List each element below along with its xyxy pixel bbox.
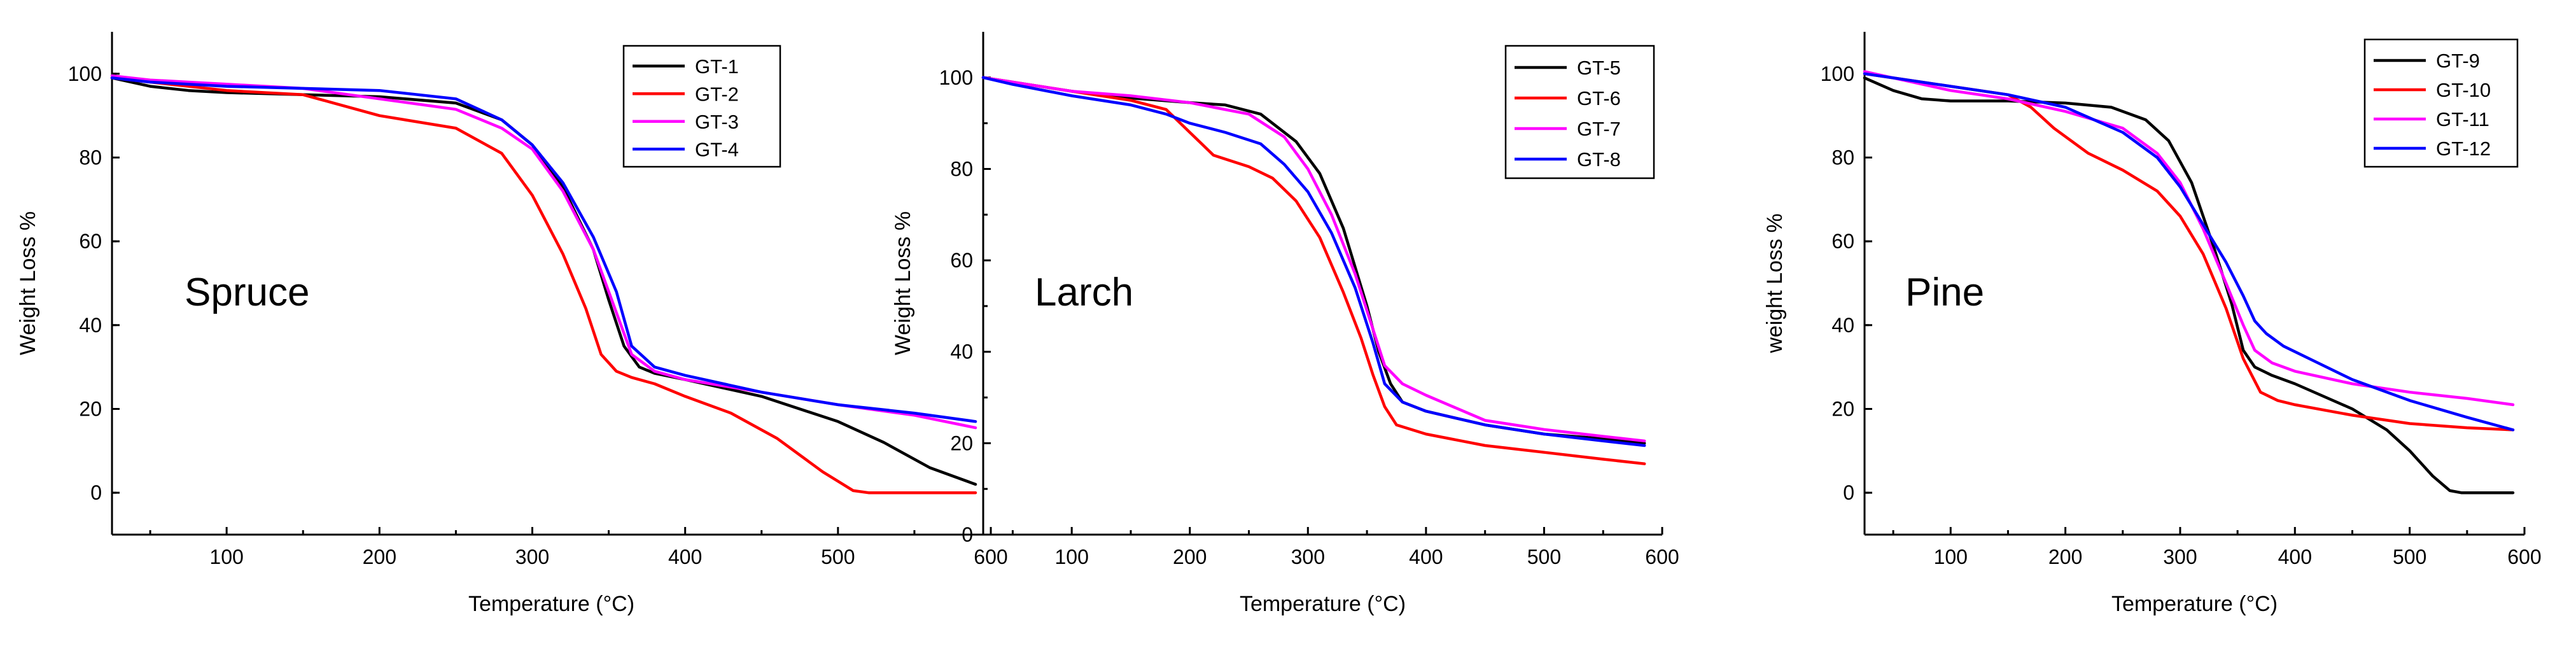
y-tick-label-spruce: 80 [79,146,102,169]
x-tick-label-pine: 600 [2507,545,2541,568]
y-tick-label-spruce: 40 [79,314,102,337]
chart-larch: 100 200 300 400 500 600020406080100Temperatur… [891,32,1679,616]
legend-label-gt-1: GT-1 [695,55,739,78]
panel-label-larch: Larch [1035,270,1133,314]
y-tick-label-larch: 80 [950,157,973,180]
x-tick-label-larch: 500 [1527,545,1561,568]
y-axis-title-spruce: Weight Loss % [16,211,40,355]
x-tick-label-larch: 300 [1291,545,1325,568]
x-tick-label-spruce: 300 [515,545,549,568]
series-line-gt-6 [981,76,1646,465]
y-tick-label-spruce: 0 [90,481,102,504]
y-tick-label-larch: 60 [950,249,973,272]
series-line-gt-4 [110,76,977,423]
x-tick-label-pine: 100 [1934,545,1968,568]
x-tick-label-larch: 400 [1409,545,1443,568]
legend-label-gt-11: GT-11 [2436,108,2489,130]
legend-label-gt-6: GT-6 [1577,87,1621,109]
y-tick-label-larch: 20 [950,432,973,454]
series-line-gt-9 [1863,76,2515,495]
panel-label-pine: Pine [1905,270,1984,314]
x-axis-title-larch: Temperature (°C) [1240,592,1406,616]
y-tick-label-spruce: 100 [68,62,102,85]
series-line-gt-12 [1863,72,2515,432]
legend-pine: GT-9 GT-10 GT-11 GT-12 [2363,38,2519,168]
series-line-gt-8 [981,76,1646,447]
y-tick-label-pine: 80 [1831,146,1854,169]
y-tick-label-larch: 0 [962,523,973,546]
y-tick-label-pine: 40 [1831,314,1854,337]
y-axis-title-pine: weight Loss % [1763,213,1787,353]
y-tick-label-pine: 100 [1821,62,1854,85]
series-line-gt-3 [110,74,977,430]
x-tick-label-spruce: 200 [363,545,396,568]
x-tick-label-pine: 300 [2163,545,2197,568]
x-tick-label-spruce: 400 [668,545,702,568]
panel-label-spruce: Spruce [185,270,309,314]
legend-spruce: GT-1 GT-2 GT-3 GT-4 [622,45,781,168]
x-axis-title-spruce: Temperature (°C) [468,592,634,616]
series-line-gt-7 [981,76,1646,443]
legend-label-gt-12: GT-12 [2436,137,2491,160]
legend-larch: GT-5 GT-6 GT-7 GT-8 [1504,45,1655,179]
y-tick-label-larch: 100 [939,66,973,89]
x-axis-title-pine: Temperature (°C) [2111,592,2278,616]
x-tick-label-spruce: 100 [209,545,243,568]
series-line-gt-2 [110,76,977,495]
legend-label-gt-8: GT-8 [1577,148,1621,171]
x-tick-label-spruce: 500 [821,545,855,568]
legend-label-gt-9: GT-9 [2436,50,2480,72]
x-tick-label-pine: 400 [2278,545,2312,568]
legend-label-gt-10: GT-10 [2436,79,2491,101]
x-tick-label-larch: 600 [1645,545,1679,568]
y-tick-label-spruce: 60 [79,230,102,253]
y-tick-label-pine: 60 [1831,230,1854,253]
x-tick-label-spruce: 600 [974,545,1007,568]
legend-label-gt-4: GT-4 [695,138,739,160]
y-tick-label-larch: 40 [950,341,973,363]
legend-label-gt-3: GT-3 [695,111,739,133]
legend-label-gt-5: GT-5 [1577,57,1621,79]
y-tick-label-pine: 0 [1843,481,1854,504]
x-tick-label-larch: 200 [1173,545,1207,568]
y-tick-label-spruce: 20 [79,398,102,421]
chart-spruce: 100 200 300 400 500 600020406080100Temperatur… [16,32,1008,616]
legend-label-gt-7: GT-7 [1577,118,1621,140]
x-tick-label-pine: 200 [2048,545,2082,568]
x-tick-label-pine: 500 [2393,545,2426,568]
legend-label-gt-2: GT-2 [695,83,739,105]
series-line-gt-11 [1863,70,2515,407]
y-axis-title-larch: Weight Loss % [891,211,915,355]
chart-pine: 100 200 300 400 500 600 0 20 40 60 80 100 Temperatur… [1763,32,2542,616]
y-tick-label-pine: 20 [1831,398,1854,421]
x-tick-label-larch: 100 [1054,545,1088,568]
